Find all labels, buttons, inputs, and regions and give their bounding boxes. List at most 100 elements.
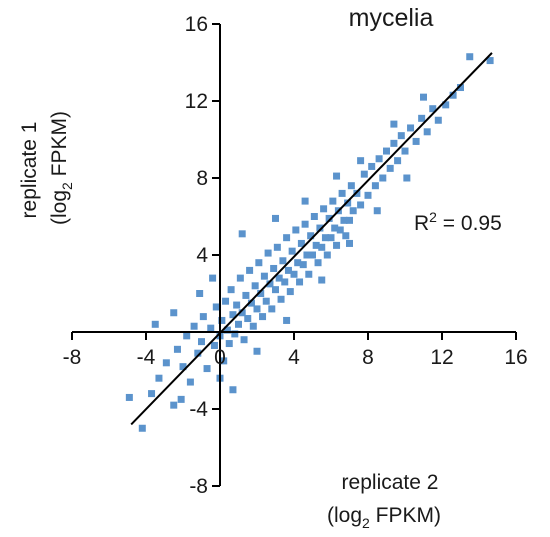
scatter-point xyxy=(397,132,405,140)
scatter-point xyxy=(183,332,191,340)
scatter-point xyxy=(349,207,357,215)
scatter-point xyxy=(155,374,163,382)
scatter-point xyxy=(316,224,324,232)
y-unit-rest: FPKM) xyxy=(48,111,71,182)
scatter-point xyxy=(190,322,198,330)
scatter-point xyxy=(360,170,368,178)
scatter-point xyxy=(212,303,220,311)
scatter-point xyxy=(253,347,261,355)
scatter-point xyxy=(294,259,302,267)
scatter-point xyxy=(344,199,352,207)
scatter-point xyxy=(457,84,464,92)
scatter-point xyxy=(390,120,398,128)
scatter-point xyxy=(220,357,228,365)
x-tick-label: 0 xyxy=(214,346,226,369)
x-axis-unit: (log2 FPKM) xyxy=(327,504,441,531)
scatter-point xyxy=(235,320,242,328)
scatter-point xyxy=(333,172,341,180)
scatter-point xyxy=(238,309,246,317)
scatter-point xyxy=(303,251,311,259)
scatter-point xyxy=(442,101,450,109)
scatter-point xyxy=(236,274,244,282)
scatter-point xyxy=(247,299,255,307)
scatter-point xyxy=(412,137,420,145)
scatter-point xyxy=(218,316,226,324)
scatter-point xyxy=(290,270,298,278)
x-tick-label: 8 xyxy=(362,346,374,369)
r-squared-annotation: R2 = 0.95 xyxy=(414,209,502,235)
y-tick-label: 4 xyxy=(196,244,208,267)
scatter-point xyxy=(336,226,344,234)
scatter-point xyxy=(379,174,387,182)
scatter-point xyxy=(270,264,278,272)
scatter-point xyxy=(170,309,178,317)
x-unit-open: (log xyxy=(327,504,362,527)
scatter-point xyxy=(177,395,185,403)
scatter-point xyxy=(279,257,287,265)
scatter-point xyxy=(321,234,329,242)
scatter-point xyxy=(286,288,294,296)
scatter-point xyxy=(292,226,300,234)
scatter-point xyxy=(407,124,415,132)
r-squared-sup: 2 xyxy=(429,209,437,225)
scatter-point xyxy=(138,424,146,432)
scatter-point xyxy=(318,276,326,284)
scatter-point xyxy=(186,378,194,386)
scatter-point xyxy=(260,272,268,280)
scatter-point xyxy=(301,220,309,228)
scatter-point xyxy=(272,214,279,222)
scatter-point xyxy=(255,259,263,267)
scatter-point xyxy=(371,182,379,190)
scatter-point xyxy=(281,278,289,286)
scatter-point xyxy=(198,338,205,346)
scatter-point xyxy=(283,234,291,242)
axis-ticks: -8 -4 0 4 8 12 16 -8 -4 4 8 12 16 xyxy=(63,13,528,498)
scatter-point xyxy=(418,114,426,122)
scatter-point xyxy=(264,249,272,257)
scatter-point xyxy=(403,174,411,182)
scatter-point xyxy=(368,162,376,170)
scatter-point xyxy=(222,297,230,305)
scatter-point xyxy=(179,363,187,371)
scatter-point xyxy=(231,330,239,338)
y-tick-label: -4 xyxy=(189,398,208,421)
scatter-point xyxy=(273,243,281,251)
scatter-point xyxy=(196,290,204,297)
scatter-point xyxy=(259,313,267,321)
scatter-point xyxy=(390,139,398,147)
x-axis-label: replicate 2 xyxy=(342,471,439,494)
scatter-point xyxy=(301,197,309,205)
scatter-point xyxy=(225,340,233,348)
scatter-point xyxy=(272,286,279,294)
scatter-point xyxy=(329,197,337,205)
scatter-point xyxy=(283,316,291,324)
scatter-point xyxy=(229,386,237,394)
y-tick-label: -8 xyxy=(189,475,208,498)
scatter-point xyxy=(268,305,276,313)
scatter-point xyxy=(251,282,259,290)
scatter-point xyxy=(203,365,211,373)
scatter-point xyxy=(420,93,427,101)
scatter-point xyxy=(310,213,318,220)
regression-line xyxy=(130,52,493,426)
scatter-point xyxy=(257,290,265,297)
scatter-point xyxy=(383,147,390,155)
scatter-point xyxy=(423,128,431,136)
scatter-point xyxy=(307,232,315,240)
scatter-point xyxy=(323,251,331,259)
scatter-point xyxy=(246,266,254,274)
scatter-point xyxy=(275,274,283,282)
scatter-point xyxy=(466,53,474,61)
scatter-point xyxy=(375,155,383,163)
x-tick-label: 16 xyxy=(504,346,527,369)
scatter-point xyxy=(357,157,365,165)
scatter-point xyxy=(327,234,335,242)
scatter-point xyxy=(346,239,353,247)
y-unit-open: (log xyxy=(48,190,71,225)
y-tick-label: 12 xyxy=(185,90,208,113)
scatter-point xyxy=(342,232,350,240)
scatter-point xyxy=(429,105,437,113)
scatter-points xyxy=(125,53,494,432)
scatter-point xyxy=(347,182,355,190)
scatter-point xyxy=(148,390,156,398)
